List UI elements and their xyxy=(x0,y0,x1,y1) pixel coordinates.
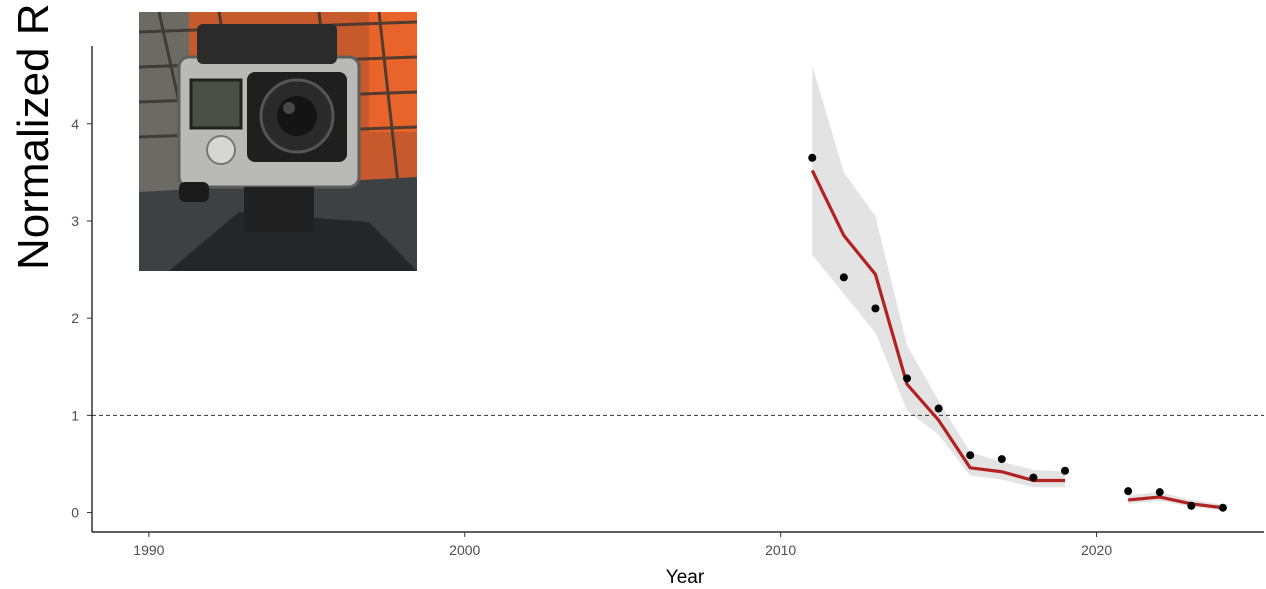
y-tick-label: 1 xyxy=(71,407,79,423)
data-point xyxy=(966,451,975,460)
data-point xyxy=(903,374,912,383)
confidence-bands xyxy=(812,65,1223,511)
y-axis-title: Normalized R xyxy=(9,3,58,270)
y-tick-label: 4 xyxy=(71,116,79,132)
data-point xyxy=(1187,501,1196,510)
y-tick-label: 2 xyxy=(71,310,79,326)
y-tick-label: 0 xyxy=(71,505,79,521)
x-tick-label: 2000 xyxy=(449,542,480,558)
x-tick-label: 2010 xyxy=(765,542,796,558)
data-point xyxy=(839,273,848,282)
y-axis-ticks: 0 1 2 3 4 xyxy=(71,116,92,521)
data-point xyxy=(1155,488,1164,497)
x-axis-ticks: 1990 2000 2010 2020 xyxy=(133,532,1112,558)
fit-line-2 xyxy=(1128,495,1224,510)
x-tick-label: 1990 xyxy=(133,542,164,558)
data-point xyxy=(934,404,943,413)
data-point xyxy=(1060,466,1069,475)
data-point xyxy=(997,455,1006,464)
data-point xyxy=(1029,473,1038,482)
x-axis-title: Year xyxy=(666,567,705,588)
data-points xyxy=(808,153,1227,512)
fit-line-1 xyxy=(810,169,1065,483)
data-point xyxy=(1218,503,1227,512)
y-tick-label: 3 xyxy=(71,213,79,229)
data-point xyxy=(1124,487,1133,496)
confidence-band-1 xyxy=(812,65,1065,488)
gopro-camera-photo xyxy=(138,11,418,271)
x-tick-label: 2020 xyxy=(1081,542,1112,558)
data-point xyxy=(871,304,880,313)
fit-lines xyxy=(810,169,1224,510)
data-point xyxy=(808,153,817,162)
